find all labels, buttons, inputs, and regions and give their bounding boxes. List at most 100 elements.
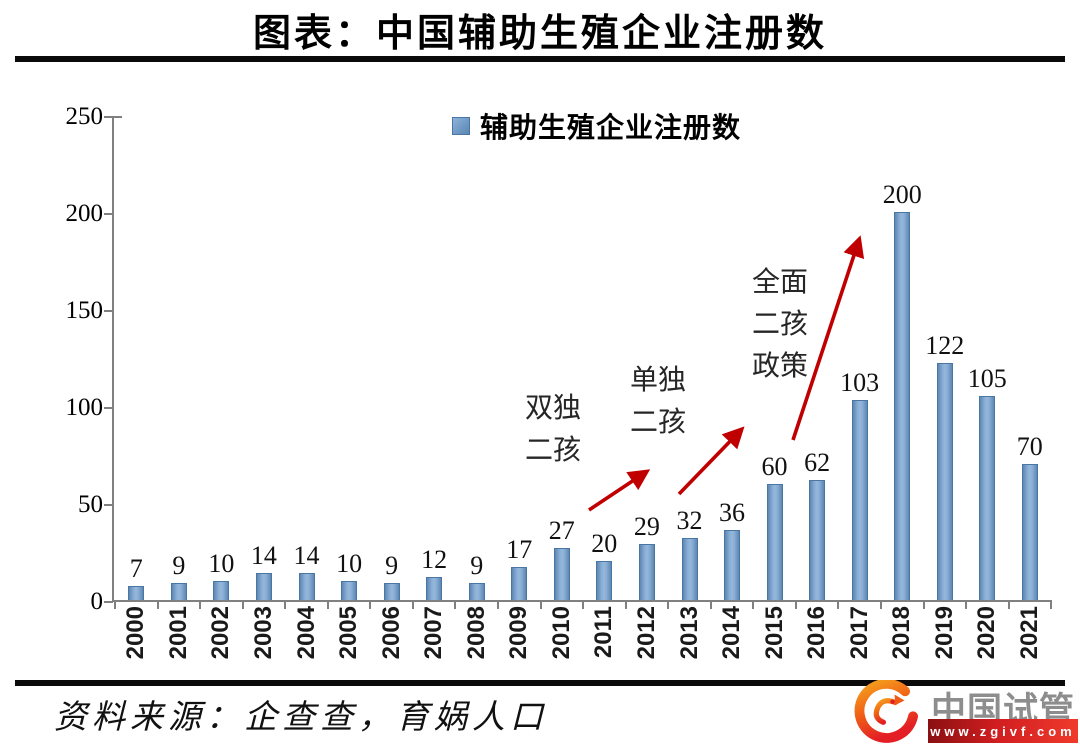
annotation-shuangdu: 双独 二孩 xyxy=(511,388,595,472)
x-tick-label: 2000 xyxy=(122,606,150,660)
x-tick-mark xyxy=(156,601,159,609)
x-tick-mark xyxy=(1050,601,1053,609)
y-tick-mark xyxy=(104,504,113,506)
bar xyxy=(596,561,613,600)
x-tick-label: 2011 xyxy=(590,606,618,659)
x-tick-label: 2021 xyxy=(1015,606,1043,660)
bar xyxy=(298,572,315,600)
bar xyxy=(809,479,826,600)
x-tick-label: 2009 xyxy=(505,606,533,660)
x-tick-mark xyxy=(624,601,627,609)
bar-value-label: 14 xyxy=(293,540,320,570)
bar xyxy=(426,576,443,600)
bar xyxy=(213,580,230,600)
bar-value-label: 103 xyxy=(840,368,880,398)
x-axis-line xyxy=(112,600,1052,602)
y-tick-mark xyxy=(104,407,113,409)
x-tick-label: 2001 xyxy=(164,606,192,660)
bar xyxy=(724,530,740,600)
bar xyxy=(468,582,485,600)
bar-value-label: 122 xyxy=(925,331,965,361)
x-tick-label: 2004 xyxy=(292,606,320,660)
bar-value-label: 14 xyxy=(250,540,277,570)
x-tick-mark xyxy=(241,601,244,609)
bar xyxy=(553,547,570,600)
bar-value-label: 105 xyxy=(967,364,1007,394)
site-logo: 中国试管 www.zgivf.com xyxy=(850,680,1078,746)
logo-url: www.zgivf.com xyxy=(930,723,1076,739)
x-tick-mark xyxy=(709,601,712,609)
bar-value-label: 27 xyxy=(548,515,575,545)
bar-value-label: 60 xyxy=(761,451,788,481)
annotation-line: 二孩 xyxy=(751,309,808,340)
x-tick-label: 2018 xyxy=(888,606,916,660)
page-title: 图表：中国辅助生殖企业注册数 xyxy=(252,13,827,55)
bar-value-label: 70 xyxy=(1016,432,1043,462)
x-tick-mark xyxy=(326,601,329,609)
annotation-line: 单独 xyxy=(629,365,686,396)
top-divider xyxy=(15,56,1065,62)
x-tick-label: 2007 xyxy=(420,606,448,660)
x-tick-mark xyxy=(582,601,585,609)
x-tick-mark xyxy=(837,601,840,609)
legend-label: 辅助生殖企业注册数 xyxy=(480,113,742,144)
y-tick-label: 50 xyxy=(78,491,103,518)
bar xyxy=(979,396,996,600)
x-tick-label: 2019 xyxy=(930,606,958,660)
annotation-line: 全面 xyxy=(751,267,808,298)
y-axis-line xyxy=(112,116,114,602)
y-axis-cap-tick xyxy=(113,116,122,118)
chart-legend: 辅助生殖企业注册数 xyxy=(452,106,741,146)
y-tick-label: 250 xyxy=(65,103,104,130)
x-tick-mark xyxy=(539,601,542,609)
bar-value-label: 36 xyxy=(719,498,745,528)
annotation-line: 二孩 xyxy=(524,435,581,466)
bottom-divider xyxy=(15,680,1065,686)
x-tick-label: 2003 xyxy=(249,606,277,660)
bar xyxy=(128,586,145,600)
y-tick-mark xyxy=(104,116,113,118)
x-tick-mark xyxy=(114,601,116,609)
x-tick-label: 2008 xyxy=(462,606,490,660)
bar-value-label: 9 xyxy=(172,550,186,580)
x-tick-mark xyxy=(1007,601,1010,609)
bar-value-label: 29 xyxy=(633,511,660,541)
x-tick-mark xyxy=(667,601,670,609)
bar xyxy=(936,363,953,600)
bar xyxy=(383,582,400,600)
x-tick-mark xyxy=(794,601,797,609)
bar xyxy=(341,580,358,600)
x-tick-mark xyxy=(922,601,925,609)
x-tick-mark xyxy=(454,601,457,609)
bar xyxy=(1021,464,1038,600)
x-tick-label: 2015 xyxy=(760,606,788,660)
bar xyxy=(894,212,911,600)
x-tick-label: 2017 xyxy=(845,606,873,660)
y-tick-label: 150 xyxy=(65,297,104,324)
x-tick-mark xyxy=(965,601,967,609)
bar-value-label: 9 xyxy=(470,550,484,580)
x-tick-label: 2013 xyxy=(675,606,703,660)
bar xyxy=(851,400,868,600)
y-tick-label: 0 xyxy=(90,588,104,615)
x-tick-label: 2012 xyxy=(632,606,660,660)
x-tick-mark xyxy=(284,601,287,609)
phoenix-icon xyxy=(854,680,919,743)
x-tick-label: 2005 xyxy=(335,606,363,660)
x-tick-mark xyxy=(879,601,882,609)
bar-value-label: 10 xyxy=(336,548,363,578)
y-tick-label: 100 xyxy=(65,394,104,421)
y-tick-mark xyxy=(104,310,113,312)
x-tick-label: 2002 xyxy=(207,606,235,660)
bar xyxy=(255,572,272,600)
source-note: 资料来源：企查查，育娲人口 xyxy=(54,700,548,736)
bar-value-label: 32 xyxy=(676,505,703,535)
annotation-line: 政策 xyxy=(751,351,808,382)
bar-value-label: 17 xyxy=(506,535,533,564)
bar xyxy=(638,543,655,600)
x-tick-mark xyxy=(369,601,372,609)
y-tick-mark xyxy=(104,601,113,603)
bar xyxy=(681,537,698,600)
x-tick-label: 2016 xyxy=(803,606,831,660)
